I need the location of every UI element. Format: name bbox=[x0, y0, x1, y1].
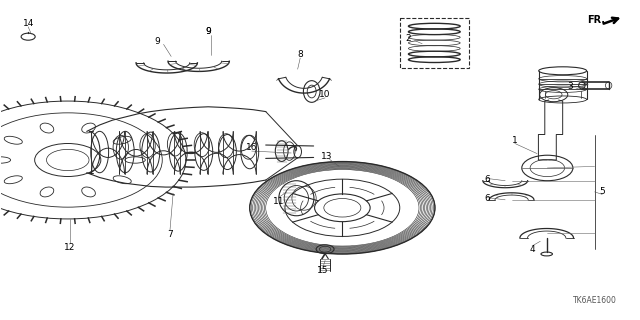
Text: 6: 6 bbox=[484, 175, 490, 184]
Text: 15: 15 bbox=[317, 266, 329, 275]
Text: 8: 8 bbox=[298, 50, 303, 59]
Text: 2: 2 bbox=[405, 34, 411, 43]
Text: 13: 13 bbox=[321, 152, 332, 161]
Text: 7: 7 bbox=[167, 230, 173, 239]
Text: 4: 4 bbox=[529, 245, 535, 254]
Text: 5: 5 bbox=[600, 187, 605, 196]
Text: 9: 9 bbox=[205, 28, 211, 36]
Text: 6: 6 bbox=[484, 194, 490, 204]
Text: 9: 9 bbox=[205, 28, 211, 36]
Text: TK6AE1600: TK6AE1600 bbox=[573, 296, 617, 305]
Text: 16: 16 bbox=[246, 143, 257, 152]
Bar bbox=[400, 18, 468, 68]
Text: 3: 3 bbox=[568, 82, 573, 91]
Text: 11: 11 bbox=[273, 197, 284, 206]
Text: 12: 12 bbox=[64, 243, 76, 252]
Text: 9: 9 bbox=[154, 37, 160, 46]
Text: 1: 1 bbox=[512, 136, 518, 145]
Text: FR.: FR. bbox=[587, 15, 605, 26]
Text: 14: 14 bbox=[22, 19, 34, 28]
Text: 10: 10 bbox=[319, 90, 331, 99]
